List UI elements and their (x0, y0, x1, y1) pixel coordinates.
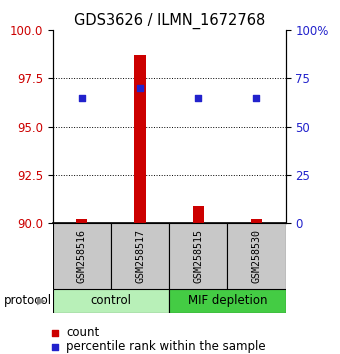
Text: control: control (90, 295, 132, 307)
Text: GDS3626 / ILMN_1672768: GDS3626 / ILMN_1672768 (74, 12, 266, 29)
Bar (169, 223, 227, 289)
Bar (134, 55, 146, 223)
Text: MIF depletion: MIF depletion (188, 295, 267, 307)
Bar (169, 289, 286, 313)
Point (137, 85, 143, 91)
Bar (251, 219, 262, 223)
Text: GSM258530: GSM258530 (252, 229, 261, 283)
Bar (53, 289, 169, 313)
Text: ▶: ▶ (37, 296, 46, 306)
Text: GSM258517: GSM258517 (135, 229, 145, 283)
Point (254, 95, 259, 101)
Point (195, 95, 201, 101)
Bar (111, 223, 169, 289)
Text: GSM258515: GSM258515 (193, 229, 203, 283)
Bar (193, 206, 204, 223)
Point (79, 95, 85, 101)
Text: percentile rank within the sample: percentile rank within the sample (66, 341, 266, 353)
Bar (76, 219, 87, 223)
Bar (53, 223, 111, 289)
Text: protocol: protocol (3, 295, 52, 307)
Text: count: count (66, 326, 100, 339)
Text: GSM258516: GSM258516 (77, 229, 87, 283)
Bar (227, 223, 286, 289)
